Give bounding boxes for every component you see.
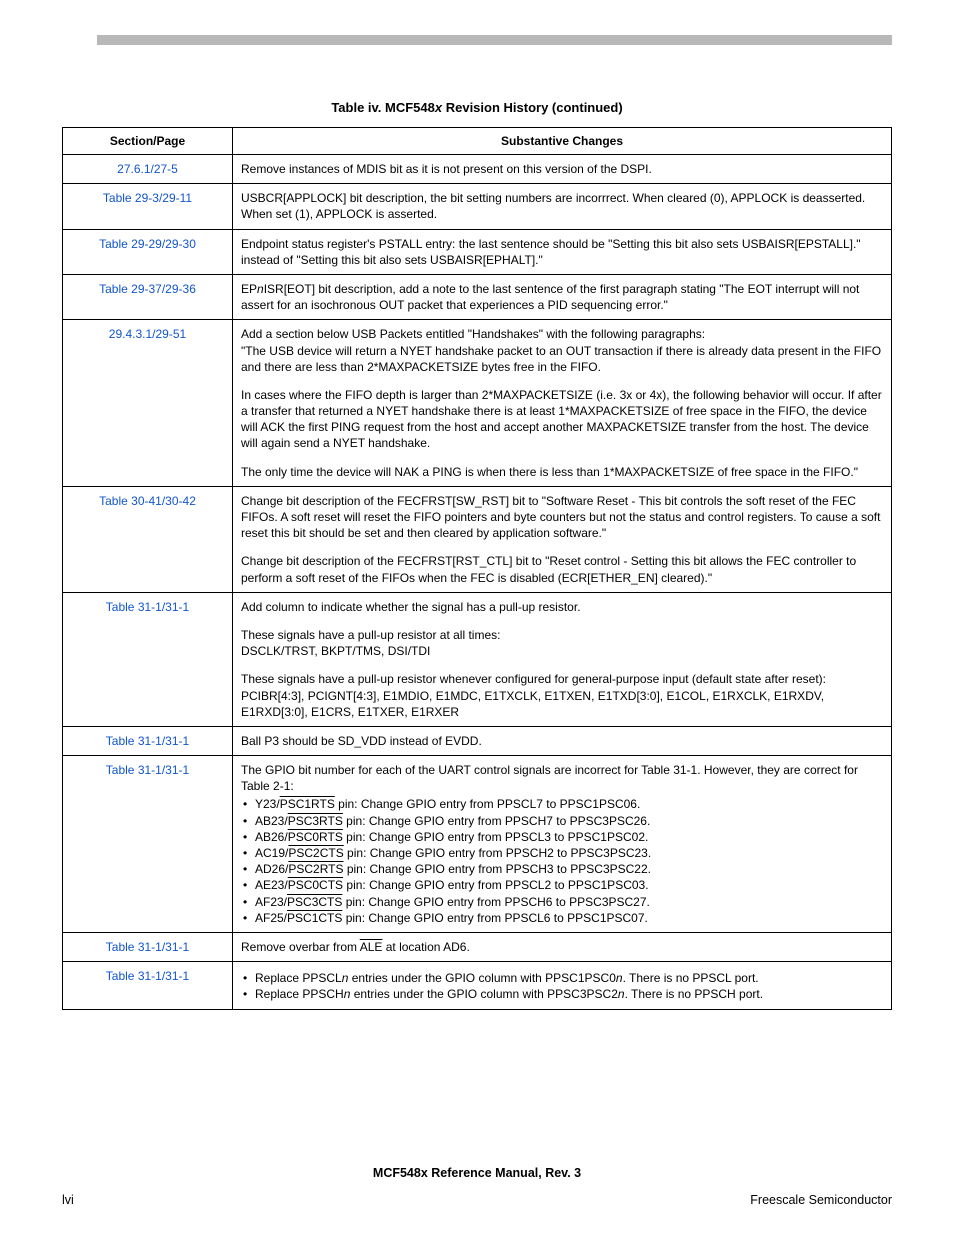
changes-cell: Add column to indicate whether the signa…: [233, 592, 892, 726]
list-item: AF23/PSC3CTS pin: Change GPIO entry from…: [241, 894, 883, 910]
paragraph: Change bit description of the FECFRST[SW…: [241, 493, 883, 542]
table-row: Table 31-1/31-1 The GPIO bit number for e…: [63, 756, 892, 933]
paragraph: The GPIO bit number for each of the UART…: [241, 762, 883, 794]
revision-history-table: Section/Page Substantive Changes 27.6.1/…: [62, 127, 892, 1010]
section-page-cell: Table 29-37/29-36: [63, 274, 233, 319]
paragraph: Change bit description of the FECFRST[RS…: [241, 553, 883, 585]
paragraph: Endpoint status register's PSTALL entry:…: [241, 236, 883, 268]
table-row: Table 31-1/31-1 Add column to indicate wh…: [63, 592, 892, 726]
table-row: 29.4.3.1/29-51 Add a section below USB Pa…: [63, 320, 892, 487]
changes-cell: Replace PPSCLn entries under the GPIO co…: [233, 962, 892, 1009]
paragraph: Ball P3 should be SD_VDD instead of EVDD…: [241, 733, 883, 749]
footer-doc-title: MCF548x Reference Manual, Rev. 3: [0, 1166, 954, 1180]
footer-company: Freescale Semiconductor: [750, 1193, 892, 1207]
gpio-bullet-list: Y23/PSC1RTS pin: Change GPIO entry from …: [241, 796, 883, 926]
list-item: AB23/PSC3RTS pin: Change GPIO entry from…: [241, 813, 883, 829]
section-page-cell: 27.6.1/27-5: [63, 155, 233, 184]
table-row: Table 31-1/31-1 Replace PPSCLn entries un…: [63, 962, 892, 1009]
section-page-cell: Table 31-1/31-1: [63, 592, 233, 726]
section-link[interactable]: Table 31-1/31-1: [106, 969, 189, 983]
header-rule: [62, 35, 892, 45]
caption-suffix: Revision History (continued): [442, 100, 623, 115]
changes-cell: Remove instances of MDIS bit as it is no…: [233, 155, 892, 184]
list-item: Replace PPSCLn entries under the GPIO co…: [241, 970, 883, 986]
table-row: Table 31-1/31-1 Remove overbar from ALE a…: [63, 932, 892, 961]
section-page-cell: Table 31-1/31-1: [63, 756, 233, 933]
section-link[interactable]: Table 30-41/30-42: [99, 494, 196, 508]
table-row: Table 30-41/30-42 Change bit description …: [63, 486, 892, 592]
table-caption: Table iv. MCF548x Revision History (cont…: [62, 100, 892, 115]
section-page-cell: 29.4.3.1/29-51: [63, 320, 233, 487]
paragraph: EPnISR[EOT] bit description, add a note …: [241, 281, 883, 313]
paragraph: In cases where the FIFO depth is larger …: [241, 387, 883, 452]
table-row: Table 29-29/29-30 Endpoint status registe…: [63, 229, 892, 274]
list-item: AD26/PSC2RTS pin: Change GPIO entry from…: [241, 861, 883, 877]
section-link[interactable]: Table 29-29/29-30: [99, 237, 196, 251]
section-page-cell: Table 29-3/29-11: [63, 184, 233, 229]
paragraph: Add a section below USB Packets entitled…: [241, 326, 883, 375]
section-link[interactable]: Table 29-3/29-11: [103, 191, 192, 205]
list-item: AE23/PSC0CTS pin: Change GPIO entry from…: [241, 877, 883, 893]
list-item: Replace PPSCHn entries under the GPIO co…: [241, 986, 883, 1002]
paragraph: These signals have a pull-up resistor wh…: [241, 671, 883, 720]
changes-cell: The GPIO bit number for each of the UART…: [233, 756, 892, 933]
table-row: Table 31-1/31-1 Ball P3 should be SD_VDD …: [63, 726, 892, 755]
paragraph: The only time the device will NAK a PING…: [241, 464, 883, 480]
paragraph: Remove overbar from ALE at location AD6.: [241, 939, 883, 955]
changes-cell: USBCR[APPLOCK] bit description, the bit …: [233, 184, 892, 229]
paragraph: Remove instances of MDIS bit as it is no…: [241, 161, 883, 177]
changes-cell: Add a section below USB Packets entitled…: [233, 320, 892, 487]
paragraph: USBCR[APPLOCK] bit description, the bit …: [241, 190, 883, 222]
footer-row: lvi Freescale Semiconductor: [62, 1193, 892, 1207]
changes-cell: Endpoint status register's PSTALL entry:…: [233, 229, 892, 274]
col-section: Section/Page: [63, 128, 233, 155]
table-row: 27.6.1/27-5 Remove instances of MDIS bit …: [63, 155, 892, 184]
table-row: Table 29-3/29-11 USBCR[APPLOCK] bit descr…: [63, 184, 892, 229]
list-item: Y23/PSC1RTS pin: Change GPIO entry from …: [241, 796, 883, 812]
ppscl-bullet-list: Replace PPSCLn entries under the GPIO co…: [241, 970, 883, 1002]
changes-cell: EPnISR[EOT] bit description, add a note …: [233, 274, 892, 319]
footer-page-number: lvi: [62, 1193, 74, 1207]
page: Table iv. MCF548x Revision History (cont…: [0, 0, 954, 1235]
caption-prefix: Table iv. MCF548: [331, 100, 435, 115]
paragraph: These signals have a pull-up resistor at…: [241, 627, 883, 659]
section-link[interactable]: Table 31-1/31-1: [106, 940, 189, 954]
section-link[interactable]: Table 31-1/31-1: [106, 600, 189, 614]
section-link[interactable]: 27.6.1/27-5: [117, 162, 178, 176]
changes-cell: Change bit description of the FECFRST[SW…: [233, 486, 892, 592]
section-link[interactable]: Table 31-1/31-1: [106, 763, 189, 777]
section-page-cell: Table 30-41/30-42: [63, 486, 233, 592]
table-row: Table 29-37/29-36 EPnISR[EOT] bit descrip…: [63, 274, 892, 319]
section-page-cell: Table 31-1/31-1: [63, 726, 233, 755]
list-item: AF25/PSC1CTS pin: Change GPIO entry from…: [241, 910, 883, 926]
section-page-cell: Table 31-1/31-1: [63, 962, 233, 1009]
section-link[interactable]: 29.4.3.1/29-51: [109, 327, 186, 341]
changes-cell: Ball P3 should be SD_VDD instead of EVDD…: [233, 726, 892, 755]
changes-cell: Remove overbar from ALE at location AD6.: [233, 932, 892, 961]
list-item: AC19/PSC2CTS pin: Change GPIO entry from…: [241, 845, 883, 861]
col-changes: Substantive Changes: [233, 128, 892, 155]
section-page-cell: Table 31-1/31-1: [63, 932, 233, 961]
table-header-row: Section/Page Substantive Changes: [63, 128, 892, 155]
paragraph: Add column to indicate whether the signa…: [241, 599, 883, 615]
section-link[interactable]: Table 29-37/29-36: [99, 282, 196, 296]
section-link[interactable]: Table 31-1/31-1: [106, 734, 189, 748]
list-item: AB26/PSC0RTS pin: Change GPIO entry from…: [241, 829, 883, 845]
section-page-cell: Table 29-29/29-30: [63, 229, 233, 274]
